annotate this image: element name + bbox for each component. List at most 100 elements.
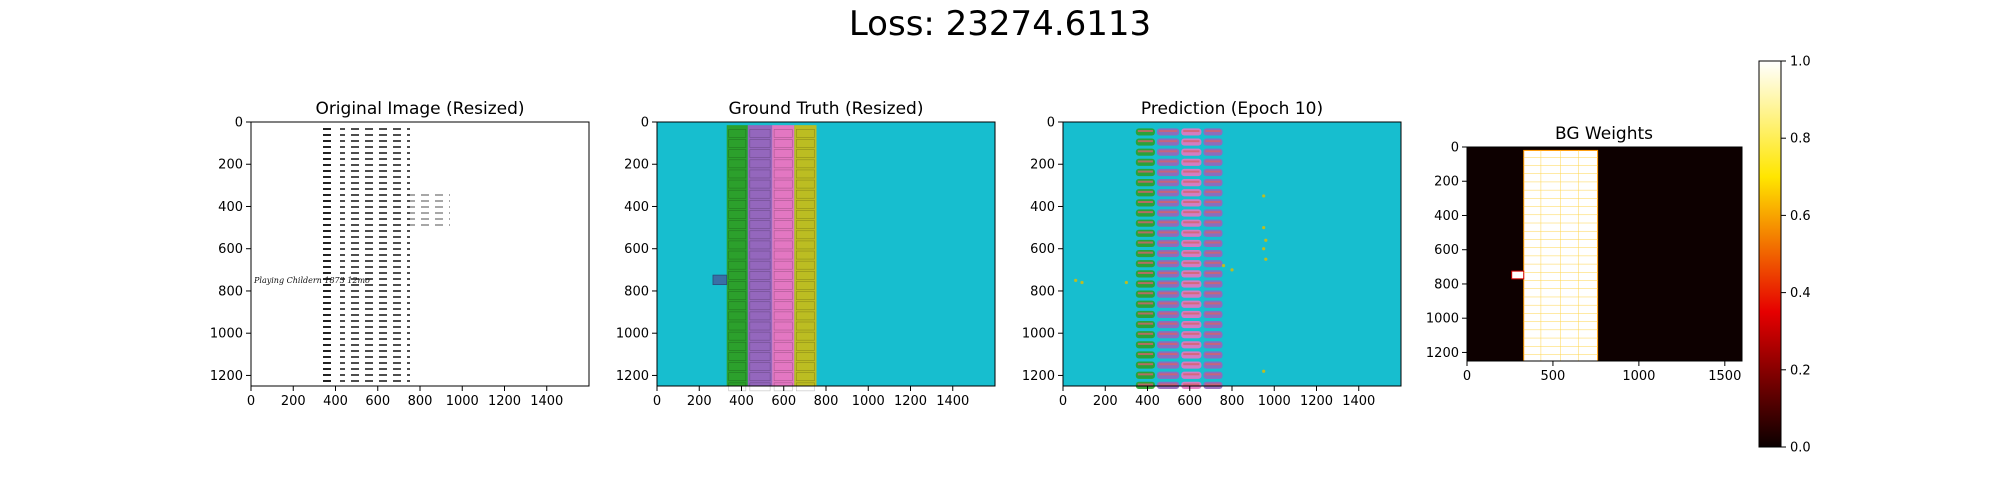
- gt-cell: [773, 372, 793, 382]
- pred-noise: [1158, 342, 1178, 345]
- pred-noise: [1205, 221, 1221, 224]
- gt-cell: [796, 341, 815, 351]
- y-tick-label: 200: [624, 158, 649, 173]
- pred-stray-point: [1230, 268, 1234, 272]
- pred-stray-point: [1264, 238, 1268, 242]
- panel-prediction: Prediction (Epoch 10) 0 200 400 600 800 1000 1…: [1022, 99, 1402, 409]
- pred-noise: [1137, 211, 1153, 214]
- colorbar-tick-label: 0.6: [1790, 209, 1811, 224]
- x-tick-label: 1400: [936, 394, 969, 409]
- gt-cell: [749, 149, 771, 158]
- gt-cell: [749, 362, 771, 371]
- pred-noise: [1205, 200, 1221, 203]
- x-tick-label: 0: [1463, 369, 1471, 384]
- gt-cell: [796, 129, 815, 138]
- gt-cell: [728, 372, 747, 382]
- pred-noise: [1158, 261, 1178, 264]
- colorbar-tick-label: 0.4: [1790, 286, 1811, 301]
- gt-cell: [749, 189, 771, 199]
- pred-noise: [1205, 130, 1221, 133]
- weights-region: [1511, 149, 1599, 362]
- colorbar: 0.0 0.2 0.4 0.6 0.8 1.0: [1758, 55, 1811, 456]
- pred-noise: [1183, 211, 1200, 214]
- gt-cell: [796, 321, 815, 331]
- pred-noise: [1137, 241, 1153, 244]
- pred-noise: [1183, 332, 1200, 335]
- pred-noise: [1205, 353, 1221, 356]
- gt-extra-box: [712, 274, 728, 286]
- gt-cell: [773, 169, 793, 179]
- gt-cell: [773, 220, 793, 229]
- pred-stray-point: [1262, 226, 1266, 230]
- gt-cell: [796, 281, 815, 290]
- x-tick-label: 200: [1093, 394, 1118, 409]
- handwriting-columns: [320, 128, 450, 384]
- panel-title: Original Image (Resized): [315, 99, 524, 119]
- pred-noise: [1158, 373, 1178, 376]
- pred-noise: [1137, 292, 1153, 295]
- gt-cell: [796, 291, 815, 300]
- pred-noise: [1205, 342, 1221, 345]
- panel-title: Ground Truth (Resized): [729, 99, 924, 119]
- gt-column-pink: [772, 125, 795, 386]
- gt-cell: [749, 250, 771, 260]
- pred-noise: [1158, 190, 1178, 193]
- gt-cell: [773, 271, 793, 280]
- pred-noise: [1183, 251, 1200, 254]
- y-tick-label: 1200: [210, 369, 243, 384]
- pred-noise: [1137, 251, 1153, 254]
- gt-cell: [773, 311, 793, 321]
- pred-noise: [1137, 150, 1153, 153]
- pred-noise: [1183, 150, 1200, 153]
- pred-stray-point: [1221, 264, 1226, 268]
- x-tick-label: 200: [687, 394, 712, 409]
- y-tick-label: 0: [641, 116, 649, 131]
- gt-cell: [728, 230, 747, 240]
- y-tick-label: 600: [218, 242, 243, 257]
- pred-noise: [1137, 312, 1153, 315]
- pred-noise: [1158, 353, 1178, 356]
- pred-noise: [1158, 211, 1178, 214]
- x-tick-label: 1000: [446, 394, 479, 409]
- colorbar-tick-label: 1.0: [1790, 55, 1811, 70]
- gt-cell: [749, 331, 771, 341]
- pred-noise: [1158, 130, 1178, 133]
- pred-noise: [1183, 160, 1200, 163]
- gt-cell: [728, 210, 747, 219]
- pred-noise: [1183, 271, 1200, 274]
- y-tick-label: 0: [235, 116, 243, 131]
- gt-cell: [728, 321, 747, 331]
- pred-noise: [1205, 170, 1221, 173]
- pred-noise: [1158, 282, 1178, 285]
- x-tick-label: 1200: [894, 394, 927, 409]
- pred-noise: [1137, 190, 1153, 193]
- gt-cell: [728, 271, 747, 280]
- y-tick-label: 1200: [616, 369, 649, 384]
- gt-cell: [728, 331, 747, 341]
- gt-cell: [796, 159, 815, 169]
- pred-noise: [1158, 383, 1178, 386]
- gt-cell: [749, 139, 771, 148]
- y-ticks: 0 200 400 600 800 1000 1200: [616, 116, 657, 384]
- gt-cell: [796, 149, 815, 158]
- pred-noise: [1158, 221, 1178, 224]
- gt-cell: [796, 179, 815, 189]
- pred-noise: [1205, 363, 1221, 366]
- pred-noise: [1158, 332, 1178, 335]
- gt-cell: [773, 382, 793, 392]
- pred-noise: [1137, 322, 1153, 325]
- image-area: [251, 122, 589, 386]
- gt-cell: [749, 301, 771, 311]
- gt-cell: [773, 230, 793, 240]
- pred-noise: [1183, 353, 1200, 356]
- x-tick-label: 1000: [1622, 369, 1655, 384]
- pred-noise: [1137, 363, 1153, 366]
- x-tick-label: 0: [247, 394, 255, 409]
- gt-cell: [728, 169, 747, 179]
- pred-noise: [1137, 200, 1153, 203]
- pred-stray-point: [1124, 280, 1128, 285]
- x-tick-label: 1000: [852, 394, 885, 409]
- pred-noise: [1205, 251, 1221, 254]
- colorbar-gradient: [1758, 60, 1782, 448]
- y-tick-label: 1200: [1426, 346, 1459, 361]
